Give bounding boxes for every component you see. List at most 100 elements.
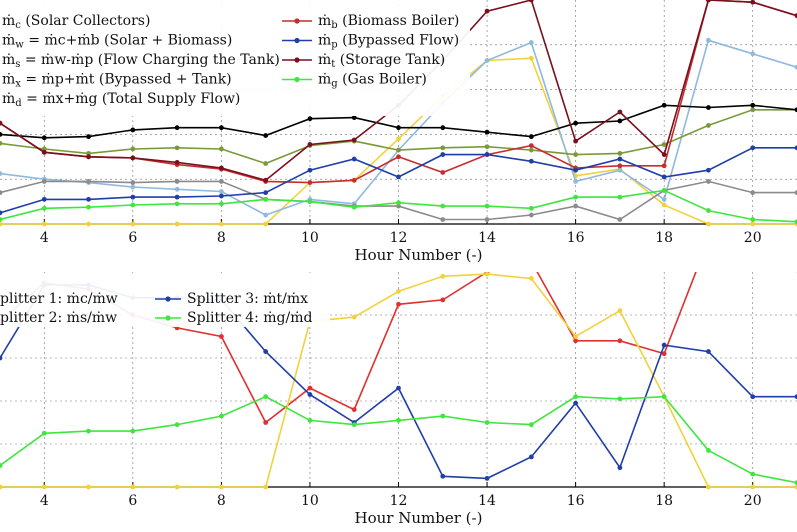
data-point	[396, 385, 401, 391]
data-point	[130, 428, 136, 434]
x-tick-label: 8	[217, 493, 226, 509]
legend-label: Splitter 3: ṁt/ṁx	[187, 291, 308, 307]
data-point	[351, 204, 357, 210]
legend-label: ṁd = ṁx+ṁg (Total Supply Flow)	[2, 91, 240, 109]
data-point	[218, 221, 224, 227]
data-point	[573, 334, 579, 339]
data-point	[661, 163, 667, 169]
x-tick-label: 4	[40, 230, 49, 246]
legend-label: ṁg (Gas Boiler)	[318, 72, 427, 90]
legend-label: ṁw = ṁc+ṁb (Solar + Biomass)	[2, 33, 232, 51]
legend-entry: ṁd = ṁx+ṁg (Total Supply Flow)	[2, 91, 240, 109]
legend-label: ṁs = ṁw-ṁp (Flow Charging the Tank)	[2, 52, 280, 70]
data-point	[41, 179, 47, 184]
data-point	[528, 276, 534, 281]
data-point	[573, 138, 579, 144]
data-point	[706, 349, 711, 354]
x-tick-label: 18	[655, 493, 673, 509]
data-point	[351, 422, 357, 428]
series-1-7	[0, 145, 797, 216]
data-point	[706, 123, 711, 128]
data-point	[484, 476, 490, 481]
legend-entry: ṁt (Storage Tank)	[282, 52, 445, 70]
x-tick-label: 12	[390, 493, 408, 509]
data-point	[528, 147, 534, 153]
data-point	[706, 448, 711, 453]
data-point	[86, 154, 91, 160]
legend-top: ṁc (Solar Collectors) ṁw = ṁc+ṁb (Solar +…	[0, 0, 470, 116]
legend-marker	[165, 315, 171, 321]
data-point	[174, 179, 180, 184]
legend-label: ṁt (Storage Tank)	[318, 52, 445, 70]
legend-entry: plitter 2: ṁs/ṁw	[0, 310, 117, 326]
data-point	[0, 355, 3, 361]
data-point	[263, 212, 269, 218]
data-point	[661, 142, 667, 147]
data-point	[41, 146, 47, 152]
data-point	[0, 217, 3, 222]
data-point	[130, 127, 136, 133]
data-point	[86, 196, 91, 202]
data-point	[750, 0, 756, 5]
data-point	[174, 194, 180, 200]
data-point	[86, 179, 91, 184]
data-point	[218, 179, 224, 184]
data-point	[706, 484, 711, 490]
data-point	[661, 188, 667, 193]
data-point	[484, 203, 490, 209]
data-point	[750, 484, 756, 490]
data-point	[440, 203, 446, 209]
data-point	[263, 420, 269, 425]
data-point	[484, 129, 490, 135]
data-point	[307, 167, 313, 173]
data-point	[263, 394, 269, 400]
data-point	[617, 156, 623, 162]
x-tick-label: 10	[301, 493, 319, 509]
data-point	[528, 205, 534, 211]
legend-marker	[294, 57, 300, 63]
data-point	[86, 151, 91, 156]
legend-label: ṁb (Biomass Boiler)	[318, 13, 459, 31]
data-point	[0, 132, 3, 137]
data-point	[573, 194, 579, 200]
data-point	[617, 163, 623, 169]
data-point	[218, 413, 224, 419]
data-point	[440, 473, 446, 479]
series-1-3	[0, 107, 797, 166]
data-point	[307, 199, 313, 205]
data-point	[617, 338, 623, 344]
data-point	[528, 422, 534, 428]
data-point	[218, 201, 224, 207]
data-point	[661, 152, 667, 157]
data-point	[86, 428, 91, 434]
data-point	[750, 107, 756, 113]
data-point	[86, 134, 91, 140]
data-point	[706, 105, 711, 110]
data-point	[440, 217, 446, 222]
data-point	[174, 186, 180, 192]
data-point	[794, 219, 797, 225]
data-point	[41, 196, 47, 202]
data-point	[0, 484, 3, 490]
data-point	[86, 484, 91, 490]
data-point	[794, 107, 797, 113]
data-point	[174, 201, 180, 207]
legend-label: Splitter 4: ṁg/ṁd	[187, 310, 312, 326]
data-point	[218, 484, 224, 490]
data-point	[307, 392, 313, 397]
data-point	[617, 465, 623, 471]
data-point	[396, 147, 401, 153]
data-point	[351, 137, 357, 143]
data-point	[750, 145, 756, 151]
x-tick-label: 14	[478, 230, 496, 246]
data-point	[86, 221, 91, 227]
data-point	[617, 308, 623, 314]
data-point	[794, 394, 797, 400]
data-point	[351, 407, 357, 412]
data-point	[750, 217, 756, 222]
data-point	[750, 102, 756, 108]
legend-bottom: plitter 1: ṁc/ṁw plitter 2: ṁs/ṁw Splitter…	[0, 273, 330, 327]
data-point	[528, 55, 534, 61]
data-point	[218, 146, 224, 152]
